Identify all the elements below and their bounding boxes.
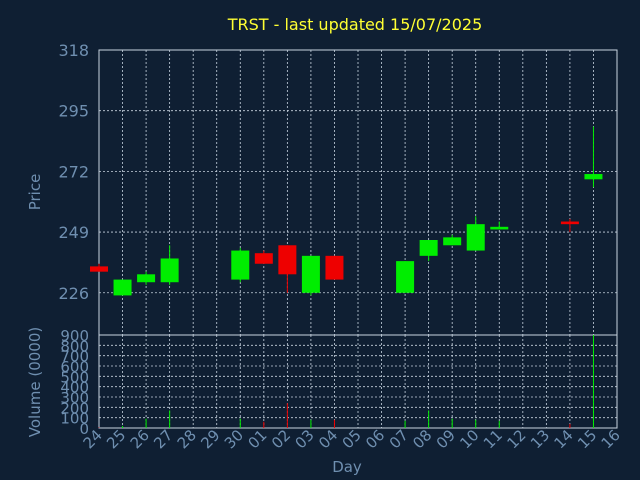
x-tick-label: 10 xyxy=(456,426,482,452)
price-tick-label: 226 xyxy=(58,284,89,303)
candle xyxy=(231,247,250,283)
volume-tick-label: 300 xyxy=(60,389,89,407)
candles xyxy=(90,126,603,296)
candle xyxy=(90,263,108,272)
x-axis-label: Day xyxy=(332,458,362,476)
candle xyxy=(301,255,320,296)
candle-body xyxy=(90,266,108,272)
x-tick-label: 14 xyxy=(551,426,577,452)
x-tick-label: 15 xyxy=(574,426,600,452)
price-tick-label: 249 xyxy=(58,223,89,242)
volume-tick-label: 600 xyxy=(60,358,89,376)
x-tick-label: 05 xyxy=(339,426,365,452)
candle xyxy=(278,245,297,293)
x-tick-label: 29 xyxy=(197,426,223,452)
x-tick-label: 04 xyxy=(315,426,341,452)
volume-tick-label: 100 xyxy=(60,410,89,428)
price-tick-label: 295 xyxy=(58,102,89,121)
x-tick-label: 25 xyxy=(103,426,129,452)
candle-body xyxy=(325,255,344,280)
x-tick-label: 12 xyxy=(503,426,529,452)
x-tick-label: 02 xyxy=(268,426,294,452)
x-tick-label: 03 xyxy=(292,426,318,452)
x-tick-label: 26 xyxy=(127,426,153,452)
day-axis: 2425262728293001020304050607080910111213… xyxy=(80,426,624,452)
candle-body xyxy=(137,274,156,283)
x-tick-label: 01 xyxy=(244,426,270,452)
x-tick-label: 30 xyxy=(221,426,247,452)
volume-tick-label: 200 xyxy=(60,399,89,417)
volume-tick-label: 400 xyxy=(60,379,89,397)
candle-body xyxy=(301,255,320,293)
x-tick-label: 13 xyxy=(527,426,553,452)
y-axis-label: Price xyxy=(26,174,44,211)
candle xyxy=(254,250,273,264)
candle xyxy=(443,234,462,246)
candle-body xyxy=(443,237,462,246)
candle-body xyxy=(419,240,438,256)
candle-body xyxy=(396,261,415,293)
x-tick-label: 07 xyxy=(386,426,412,452)
price-tick-label: 318 xyxy=(58,41,89,60)
candle xyxy=(419,240,438,262)
volume-bars xyxy=(98,335,594,428)
volume-panel-frame xyxy=(98,334,618,429)
candle-body xyxy=(113,279,132,296)
candle-body xyxy=(560,221,579,225)
candle-body xyxy=(584,174,603,180)
candle xyxy=(160,245,179,285)
x-tick-label: 09 xyxy=(433,426,459,452)
candle-body xyxy=(160,258,179,283)
price-tick-label: 272 xyxy=(58,162,89,181)
x-tick-label: 11 xyxy=(480,426,506,452)
candle xyxy=(560,218,579,233)
candle xyxy=(396,261,415,293)
price-axis: 318 295 272 249 226 xyxy=(58,41,89,303)
volume-tick-label: 800 xyxy=(60,337,89,355)
chart-title: TRST - last updated 15/07/2025 xyxy=(227,15,483,34)
candle-body xyxy=(490,226,509,230)
candle xyxy=(584,126,603,188)
volume-axis-label: Volume (0000) xyxy=(26,327,44,437)
candle xyxy=(113,279,132,296)
candle xyxy=(490,221,509,230)
x-tick-label: 16 xyxy=(598,426,624,452)
x-tick-label: 08 xyxy=(409,426,435,452)
volume-tick-label: 900 xyxy=(60,327,89,345)
candle xyxy=(325,255,344,280)
volume-tick-label: 700 xyxy=(60,348,89,366)
candle-body xyxy=(466,224,485,251)
price-panel-frame xyxy=(98,49,618,336)
candle-body xyxy=(254,253,273,264)
candle-body xyxy=(231,250,250,280)
x-tick-label: 27 xyxy=(150,426,176,452)
volume-grid xyxy=(99,335,617,428)
candle xyxy=(466,216,485,251)
volume-tick-label: 0 xyxy=(79,420,89,438)
x-tick-label: 28 xyxy=(174,426,200,452)
volume-tick-label: 500 xyxy=(60,368,89,386)
x-tick-label: 06 xyxy=(362,426,388,452)
price-grid xyxy=(99,50,617,335)
candle-body xyxy=(278,245,297,275)
candle xyxy=(137,271,156,285)
